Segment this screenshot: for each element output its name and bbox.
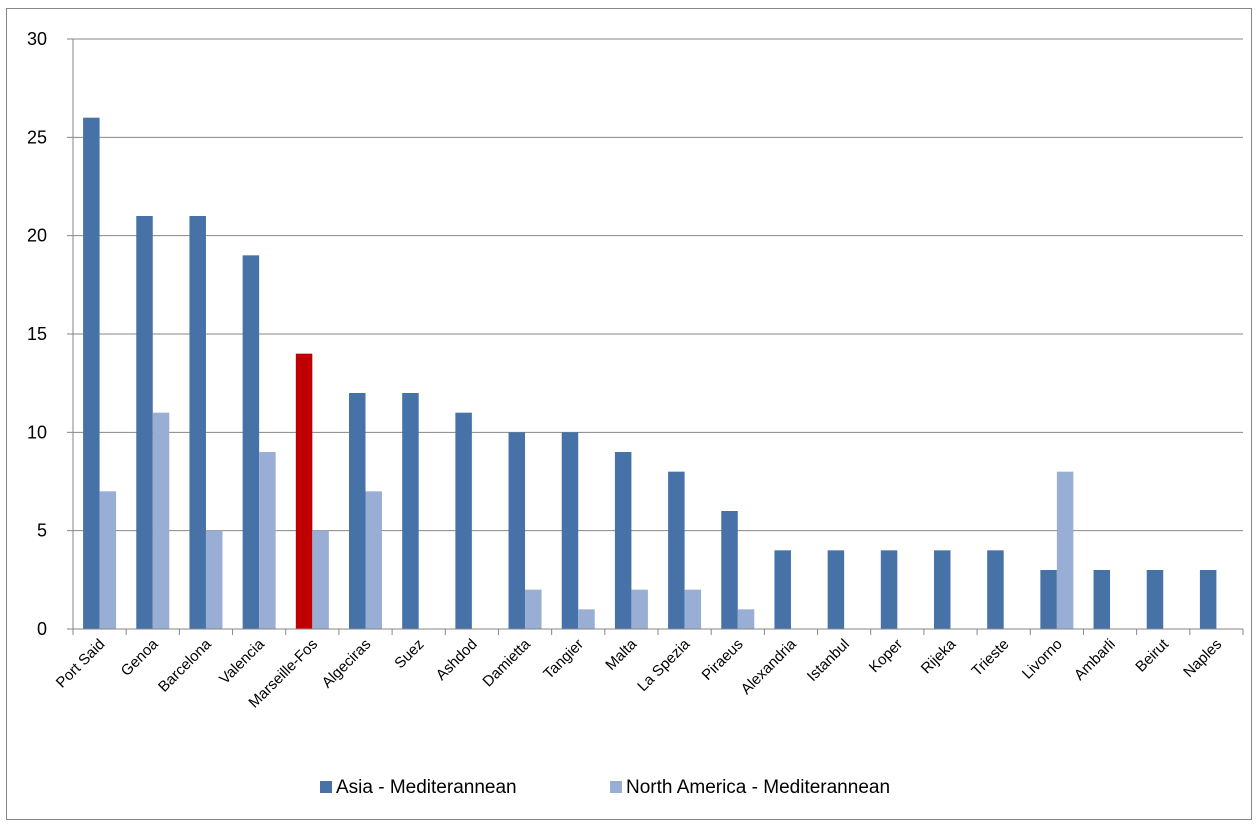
bar-asia-0: [83, 117, 100, 630]
bar-north-america-4: [312, 530, 329, 629]
legend-swatch: [610, 781, 622, 793]
category-label: Port Said: [53, 636, 109, 692]
category-label: Rijeka: [918, 635, 960, 677]
chart-area: [6, 8, 1252, 820]
legend-label: Asia - Mediterannean: [336, 777, 517, 798]
legend-swatch: [320, 781, 332, 793]
bar-asia-10: [614, 452, 632, 629]
y-tick-label: 0: [37, 619, 47, 639]
category-label: Barcelona: [155, 635, 215, 695]
bar-asia-17: [987, 550, 1004, 629]
category-label: Trieste: [968, 636, 1012, 680]
bar-asia-5: [349, 393, 366, 629]
category-label: Damietta: [479, 635, 534, 690]
y-tick-label: 10: [27, 422, 47, 442]
category-label: Istanbul: [804, 636, 853, 685]
bar-asia-13: [774, 550, 791, 629]
bar-north-america-0: [99, 491, 117, 629]
y-tick-label: 20: [27, 226, 47, 246]
bar-north-america-1: [152, 412, 170, 629]
bar-asia-15: [880, 550, 898, 629]
category-label: Naples: [1180, 636, 1225, 681]
category-label: Genoa: [118, 635, 162, 679]
bar-north-america-12: [737, 609, 755, 629]
axes: [67, 38, 1244, 635]
category-label: Tangier: [540, 636, 587, 683]
category-label: Malta: [602, 635, 640, 673]
legend: Asia - Mediterannean North America - Medi…: [320, 777, 890, 798]
bar-asia-8: [508, 432, 526, 629]
category-label: Valencia: [216, 635, 268, 687]
category-label: Koper: [866, 636, 906, 676]
bar-north-america-5: [365, 491, 382, 629]
bar-asia-7: [455, 412, 472, 629]
bar-north-america-18: [1056, 471, 1074, 629]
bar-north-america-8: [525, 589, 542, 629]
y-tick-labels: 0 5 10 15 20 25 30: [27, 29, 47, 639]
bar-asia-16: [934, 550, 951, 629]
bar-asia-9: [561, 432, 579, 629]
bar-north-america-2: [205, 530, 223, 629]
bar-asia-14: [827, 550, 845, 629]
y-tick-label: 15: [27, 324, 47, 344]
y-tick-label: 25: [27, 127, 47, 147]
category-label: Livorno: [1019, 636, 1066, 683]
bar-asia-1: [136, 216, 153, 629]
bar-asia-11: [668, 471, 685, 629]
bar-asia-3: [242, 255, 260, 630]
category-label: Ashdod: [433, 636, 481, 684]
category-label: Algeciras: [319, 636, 375, 692]
bar-north-america-3: [259, 452, 276, 629]
bar-north-america-10: [631, 589, 648, 629]
bar-asia-12: [721, 511, 738, 629]
category-label: Alexandria: [738, 635, 801, 698]
bar-asia-2: [189, 216, 206, 629]
bar-asia-6: [402, 393, 419, 629]
bar-asia-18: [1040, 570, 1057, 629]
bar-north-america-11: [684, 589, 702, 629]
y-tick-label: 30: [27, 29, 47, 49]
bar-asia-20: [1146, 570, 1164, 629]
category-label: Ambarli: [1071, 636, 1119, 684]
category-label: Beirut: [1132, 635, 1172, 675]
category-label: Piraeus: [699, 636, 747, 684]
bar-north-america-9: [578, 609, 595, 629]
bar-asia-19: [1093, 570, 1111, 629]
category-label: Suez: [391, 636, 427, 672]
bar-asia-21: [1199, 570, 1217, 629]
legend-label: North America - Mediterannean: [626, 777, 890, 798]
category-label: La Spezia: [634, 635, 694, 695]
bars: [83, 117, 1217, 630]
y-tick-label: 5: [37, 521, 47, 541]
bar-asia-4: [295, 353, 313, 629]
